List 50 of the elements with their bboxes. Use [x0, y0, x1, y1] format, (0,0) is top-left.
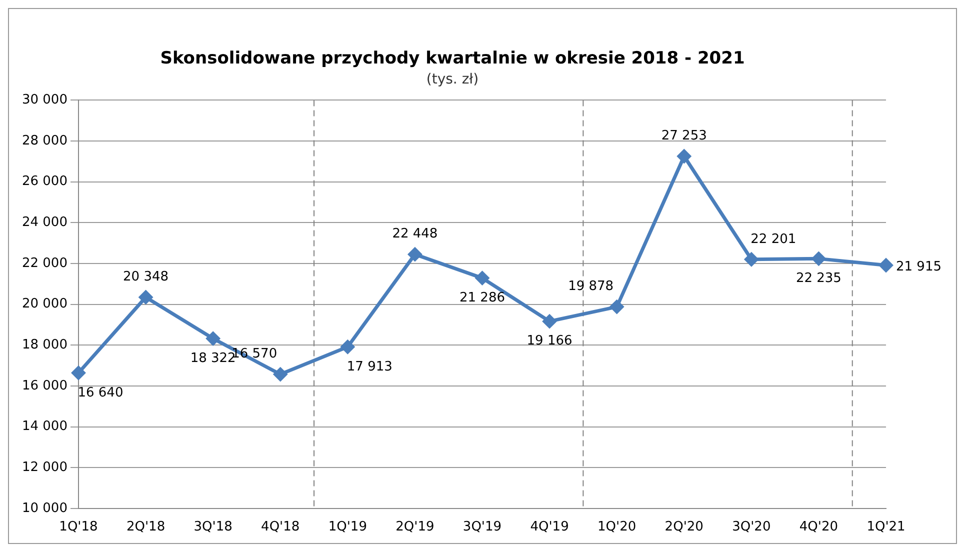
x-tick-label: 3Q'20	[732, 520, 771, 535]
x-tick-label: 2Q'20	[664, 520, 704, 535]
x-tick-label: 2Q'19	[396, 520, 434, 535]
point	[274, 368, 288, 382]
x-tick-label: 1Q'18	[59, 520, 98, 535]
point	[206, 332, 220, 346]
data-label: 21 915	[896, 260, 942, 275]
data-label: 16 640	[78, 385, 124, 400]
x-tick-label: 4Q'20	[799, 520, 838, 535]
x-tick-label: 1Q'19	[328, 520, 367, 535]
point	[677, 150, 691, 164]
data-label: 19 878	[568, 279, 614, 294]
chart-subtitle: (tys. zł)	[426, 71, 479, 88]
y-tick-label: 10 000	[22, 500, 68, 516]
y-tick-label: 18 000	[22, 337, 68, 352]
data-label: 21 286	[459, 290, 505, 306]
x-tick-label: 4Q'19	[530, 520, 569, 535]
data-label: 22 201	[750, 232, 796, 247]
y-tick-label: 28 000	[22, 133, 68, 148]
x-tick-label: 1Q'21	[866, 520, 906, 535]
y-tick-label: 16 000	[22, 378, 68, 394]
y-tick-label: 24 000	[22, 215, 68, 230]
y-tick-label: 26 000	[22, 174, 68, 190]
point	[610, 300, 624, 314]
point	[475, 271, 489, 285]
y-tick-label: 14 000	[22, 419, 68, 434]
data-label: 22 448	[392, 226, 438, 242]
data-label: 19 166	[526, 334, 572, 349]
point	[72, 366, 86, 380]
point	[542, 314, 556, 328]
x-tick-label: 2Q'18	[126, 520, 166, 535]
y-tick-label: 12 000	[22, 460, 68, 475]
y-tick-label: 22 000	[22, 256, 68, 271]
point	[744, 252, 758, 266]
y-tick-label: 30 000	[22, 92, 68, 108]
point	[879, 258, 893, 272]
data-label: 20 348	[123, 270, 169, 285]
data-label: 17 913	[346, 359, 392, 374]
point	[812, 252, 826, 266]
point	[340, 340, 354, 354]
x-tick-label: 1Q'20	[598, 520, 636, 535]
y-tick-label: 20 000	[22, 296, 68, 312]
x-tick-label: 4Q'18	[261, 520, 300, 535]
point	[139, 290, 153, 304]
x-tick-label: 3Q'18	[194, 520, 232, 535]
data-label: 22 235	[796, 271, 842, 286]
point	[408, 248, 422, 262]
data-label: 27 253	[661, 128, 707, 144]
chart-title: Skonsolidowane przychody kwartalnie w okresie 2018 - 2021	[160, 48, 745, 69]
x-tick-label: 3Q'19	[462, 520, 502, 535]
